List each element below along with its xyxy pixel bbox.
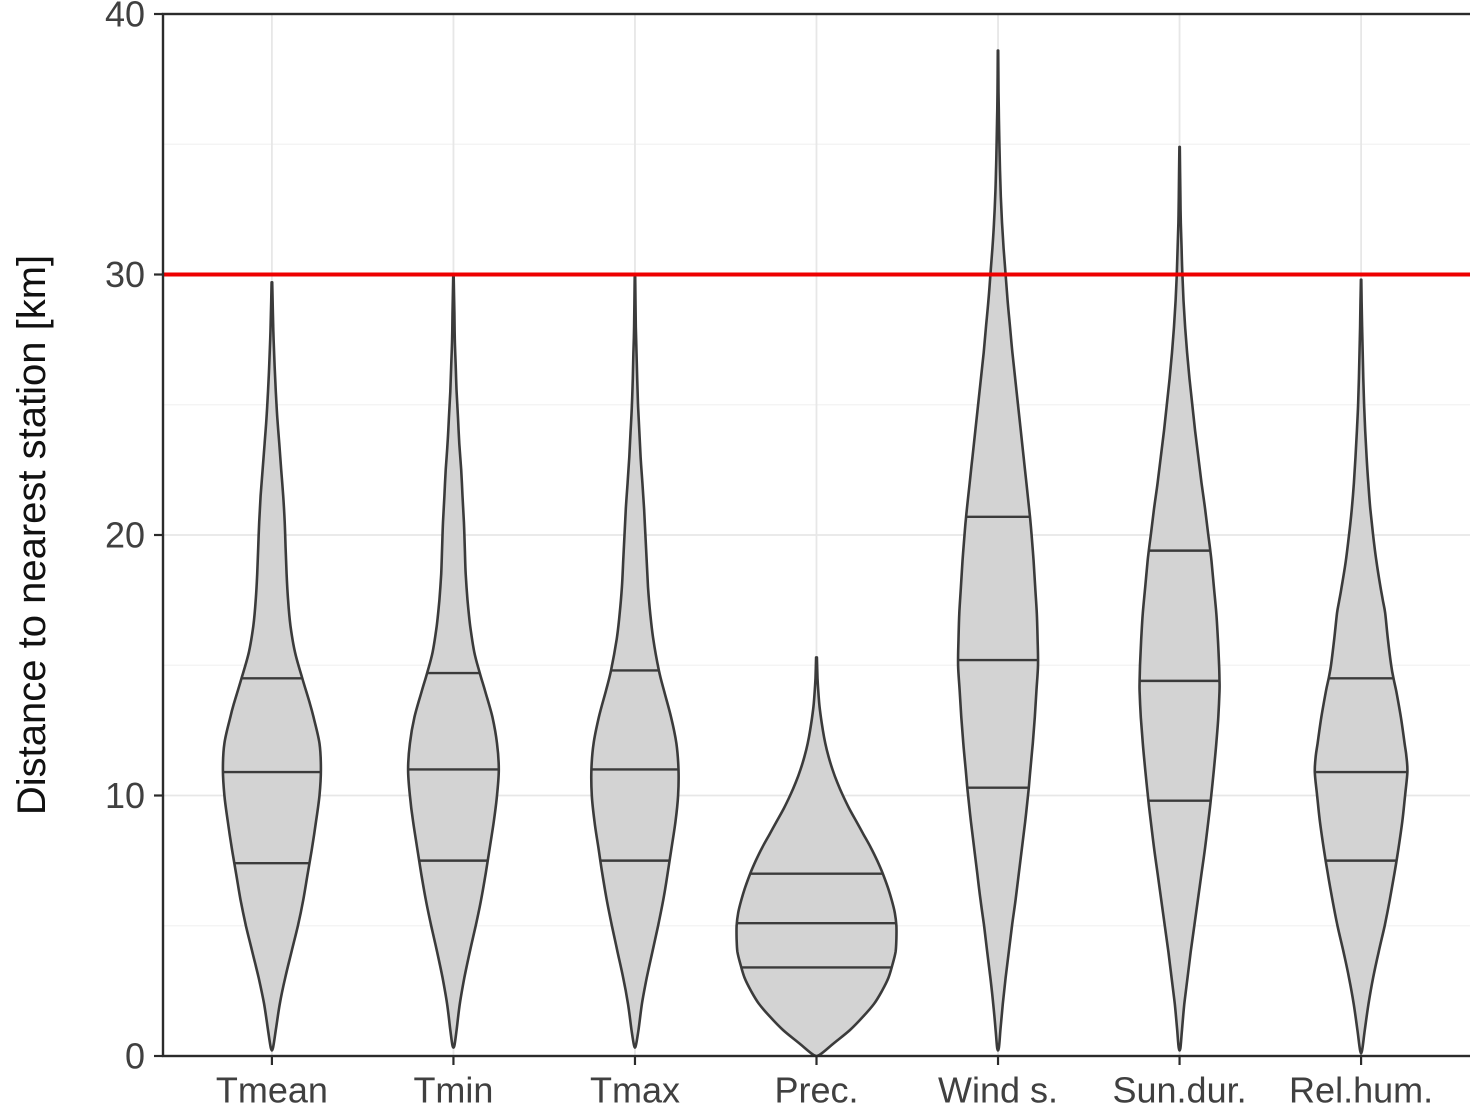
x-tick-label-Sun.dur.: Sun.dur. (1113, 1070, 1247, 1106)
violin-Tmax (589, 275, 680, 1049)
y-tick-label-40: 40 (105, 0, 145, 35)
x-tick-label-Prec.: Prec. (774, 1070, 858, 1106)
y-axis-title: Distance to nearest station [km] (10, 255, 54, 815)
violin-Tmin (406, 275, 501, 1049)
y-tick-label-0: 0 (125, 1036, 145, 1077)
x-tick-label-Tmax: Tmax (590, 1070, 680, 1106)
y-tick-label-20: 20 (105, 515, 145, 556)
violin-Sun.dur. (1138, 145, 1221, 1052)
x-tick-label-Rel.hum.: Rel.hum. (1289, 1070, 1433, 1106)
violin-Rel.hum. (1313, 278, 1409, 1055)
violin-Tmean (221, 281, 323, 1052)
x-tick-label-Wind s.: Wind s. (938, 1070, 1058, 1106)
y-tick-label-30: 30 (105, 254, 145, 295)
x-tick-label-Tmin: Tmin (413, 1070, 493, 1106)
violin-Wind s. (956, 49, 1040, 1052)
x-tick-label-Tmean: Tmean (216, 1070, 328, 1106)
y-tick-label-10: 10 (105, 775, 145, 816)
violin-Prec. (735, 656, 898, 1058)
